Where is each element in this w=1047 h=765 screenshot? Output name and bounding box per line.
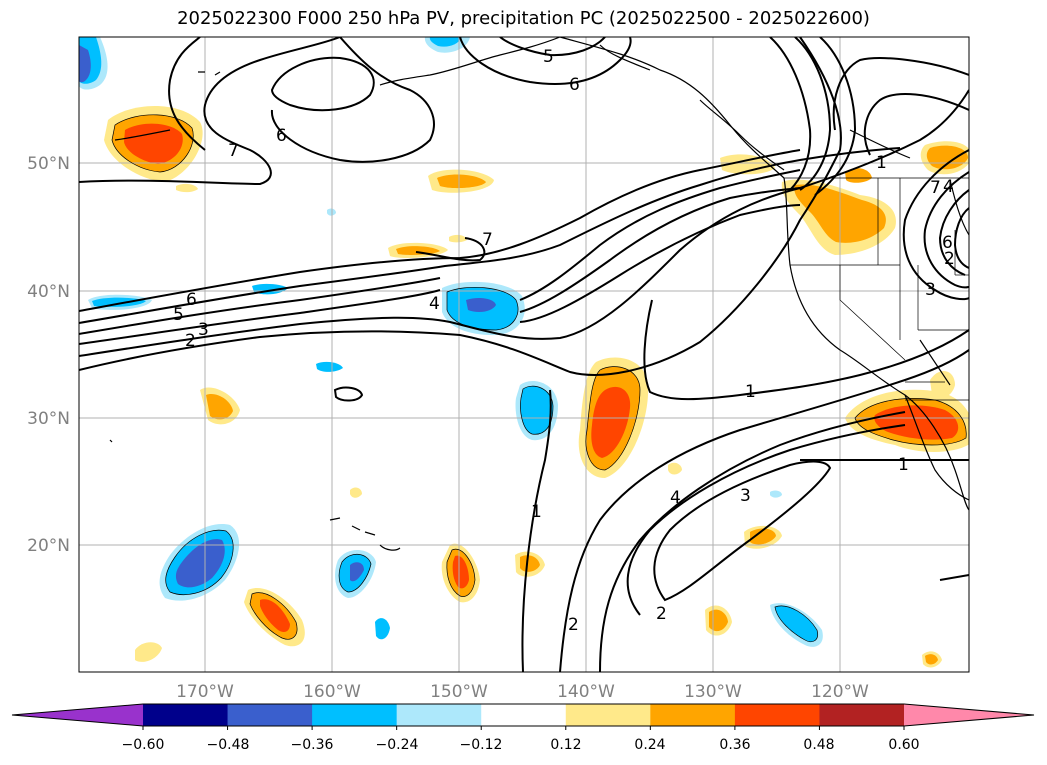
lon-label: 170°W xyxy=(176,682,234,702)
contour-label: 2 xyxy=(944,249,955,269)
negative-anomaly-blob xyxy=(79,37,108,90)
lon-label: 130°W xyxy=(684,682,742,702)
contour-labels: 5 6 6 7 7 6 5 3 2 4 1 1 1 4 3 2 2 1 7 4 … xyxy=(173,47,955,635)
colorbar-bin xyxy=(819,704,905,726)
negative-anomaly-blob xyxy=(335,550,376,598)
colorbar xyxy=(11,703,1035,730)
lat-label: 50°N xyxy=(27,154,70,174)
colorbar-tick-label: 0.36 xyxy=(719,737,750,753)
colorbar-tick-label: −0.60 xyxy=(122,737,165,753)
contour-label: 5 xyxy=(543,47,554,67)
longitude-labels: 170°W 160°W 150°W 140°W 130°W 120°W xyxy=(176,682,869,702)
contour-label: 1 xyxy=(898,455,909,475)
colorbar-bin xyxy=(227,704,313,726)
positive-anomaly-blob xyxy=(244,588,305,647)
positive-anomaly-blob xyxy=(441,543,480,603)
lon-label: 160°W xyxy=(303,682,361,702)
colorbar-tick-label: −0.12 xyxy=(460,737,503,753)
map-frame xyxy=(78,36,970,673)
map-title: 2025022300 F000 250 hPa PV, precipitatio… xyxy=(177,8,870,29)
contour-label: 2 xyxy=(568,615,579,635)
contour-label: 4 xyxy=(943,177,954,197)
contour-label: 6 xyxy=(186,290,197,310)
contour-label: 1 xyxy=(876,153,887,173)
pv-contours xyxy=(79,37,969,672)
contour-label: 7 xyxy=(930,178,941,198)
colorbar-tick-label: 0.60 xyxy=(888,737,919,753)
lat-lon-grid xyxy=(79,37,969,672)
colorbar-tick-label: 0.24 xyxy=(634,737,665,753)
colorbar-bin xyxy=(312,704,398,726)
lon-label: 150°W xyxy=(430,682,488,702)
colorbar-tick-label: −0.24 xyxy=(376,737,419,753)
contour-label: 1 xyxy=(531,502,542,522)
contour-label: 3 xyxy=(198,320,209,340)
map-panel: 5 6 6 7 7 6 5 3 2 4 1 1 1 4 3 2 2 1 7 4 … xyxy=(79,37,969,672)
lon-label: 120°W xyxy=(811,682,869,702)
contour-label: 4 xyxy=(670,488,681,508)
contour-label: 6 xyxy=(276,126,287,146)
contour-label: 2 xyxy=(656,604,667,624)
lon-label: 140°W xyxy=(557,682,615,702)
negative-anomaly-blob xyxy=(515,381,558,441)
colorbar-tick-label: 0.48 xyxy=(803,737,834,753)
lat-label: 20°N xyxy=(27,536,70,556)
latitude-labels: 50°N 40°N 30°N 20°N xyxy=(27,154,70,556)
contour-label: 1 xyxy=(745,382,756,402)
colorbar-bin xyxy=(396,704,482,726)
negative-anomaly-blob xyxy=(442,281,525,336)
colorbar-tick-label: −0.36 xyxy=(291,737,334,753)
colorbar-extend-min xyxy=(12,704,143,726)
contour-label: 3 xyxy=(925,280,936,300)
contour-label: 4 xyxy=(429,294,440,314)
contour-label: 5 xyxy=(173,305,184,325)
colorbar-bin xyxy=(734,704,820,726)
negative-anomaly-blob xyxy=(375,618,390,640)
colorbar-bin xyxy=(565,704,651,726)
contour-label: 7 xyxy=(482,230,493,250)
negative-anomaly-blob xyxy=(159,524,240,601)
colorbar-tick-label: 0.12 xyxy=(550,737,581,753)
negative-anomaly-blob xyxy=(770,603,823,647)
colorbar-bin xyxy=(650,704,736,726)
contour-label: 7 xyxy=(228,141,239,161)
lat-label: 40°N xyxy=(27,282,70,302)
colorbar-tick-label: −0.48 xyxy=(207,737,250,753)
contour-label: 6 xyxy=(942,233,953,253)
shading-outlines xyxy=(111,114,967,643)
colorbar-bin xyxy=(481,704,567,726)
colorbar-bin xyxy=(143,704,229,726)
contour-label: 3 xyxy=(740,486,751,506)
lat-label: 30°N xyxy=(27,409,70,429)
colorbar-extend-max xyxy=(904,704,1034,726)
colorbar-ticks: −0.60 −0.48 −0.36 −0.24 −0.12 0.12 0.24 … xyxy=(122,737,920,753)
positive-anomaly-blob xyxy=(135,642,162,662)
negative-anomaly-blob xyxy=(316,361,343,372)
contour-label: 6 xyxy=(569,75,580,95)
precipitation-shading xyxy=(79,37,969,668)
contour-label: 2 xyxy=(185,331,196,351)
